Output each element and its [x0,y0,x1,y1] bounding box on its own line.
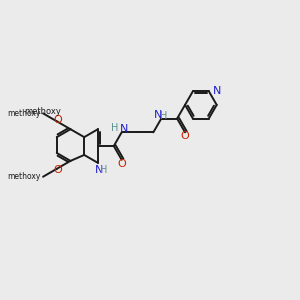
Text: N: N [154,110,163,120]
Text: H: H [100,165,107,175]
Text: O: O [181,131,189,141]
Text: methoxy: methoxy [8,172,41,181]
Text: H: H [160,111,167,121]
Text: N: N [213,86,221,96]
Text: O: O [53,165,62,175]
Text: O: O [117,159,126,169]
Text: methoxy: methoxy [8,109,41,118]
Text: H: H [111,123,119,134]
Text: N: N [95,165,103,175]
Text: methoxy: methoxy [25,107,62,116]
Text: N: N [119,124,128,134]
Text: O: O [53,115,62,125]
